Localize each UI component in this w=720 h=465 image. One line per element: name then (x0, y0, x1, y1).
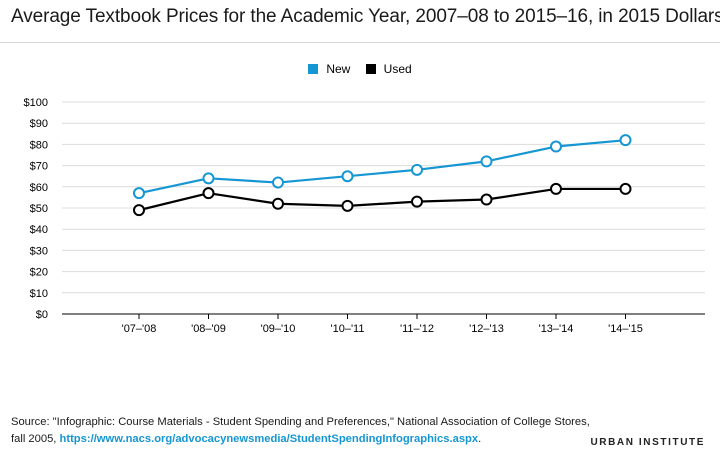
data-point-used (341, 199, 354, 212)
legend-label-new: New (326, 62, 351, 76)
data-point-new (202, 172, 215, 185)
source-note: Source: "Infographic: Course Materials -… (11, 414, 601, 448)
x-tick-label: '12–'13 (469, 323, 504, 335)
legend-label-used: Used (383, 62, 412, 76)
x-tick-label: '07–'08 (122, 323, 157, 335)
y-tick-label: $40 (30, 224, 48, 236)
y-tick-label: $80 (30, 139, 48, 151)
y-tick-label: $70 (30, 161, 48, 173)
data-point-new (272, 176, 284, 189)
data-point-used (619, 182, 632, 195)
series-line-new (138, 139, 626, 195)
line-chart: $0 $10 $20 $30 $40 $50 $60 $70 $80 $90 $100 '07–'08… (24, 97, 705, 335)
y-tick-label: $100 (24, 97, 48, 109)
source-link[interactable]: https://www.nacs.org/advocacynewsmedia/S… (59, 433, 479, 445)
x-tick-label: '11–'12 (400, 323, 434, 335)
legend-item-new: New (308, 62, 350, 76)
x-tick-label: '08–'09 (191, 323, 226, 335)
data-point-used (411, 195, 423, 208)
y-tick-label: $90 (30, 118, 48, 130)
data-point-new (411, 163, 423, 176)
legend-swatch-used (365, 64, 376, 74)
y-tick-label: $50 (30, 203, 48, 215)
brand-logo: URBAN INSTITUTE (590, 437, 705, 448)
legend-swatch-new (308, 64, 319, 74)
x-tick-label: '10–'11 (331, 323, 365, 335)
data-point-used (202, 187, 215, 200)
y-tick-label: $0 (36, 309, 48, 321)
chart-legend: New Used (0, 62, 720, 77)
data-point-used (133, 204, 145, 217)
data-point-used (550, 182, 562, 195)
series-line-used (138, 187, 626, 212)
legend-item-used: Used (365, 62, 412, 76)
y-tick-label: $20 (30, 267, 48, 279)
x-tick-label: '09–'10 (261, 323, 296, 335)
data-point-new (133, 187, 145, 200)
chart-title: Average Textbook Prices for the Academic… (11, 6, 720, 27)
x-tick-label: '14–'15 (608, 323, 643, 335)
title-divider (0, 42, 720, 43)
data-point-new (341, 170, 354, 183)
y-tick-label: $10 (30, 288, 48, 300)
x-tick-label: '13–'14 (539, 323, 574, 335)
y-tick-label: $30 (30, 245, 48, 257)
source-text: Source: "Infographic: Course Materials -… (11, 416, 590, 445)
data-point-new (480, 155, 493, 168)
data-point-new (619, 134, 632, 147)
source-end: . (478, 433, 482, 445)
data-point-new (550, 140, 562, 153)
data-point-used (480, 193, 493, 206)
data-point-used (272, 197, 284, 210)
y-tick-label: $60 (30, 182, 48, 194)
